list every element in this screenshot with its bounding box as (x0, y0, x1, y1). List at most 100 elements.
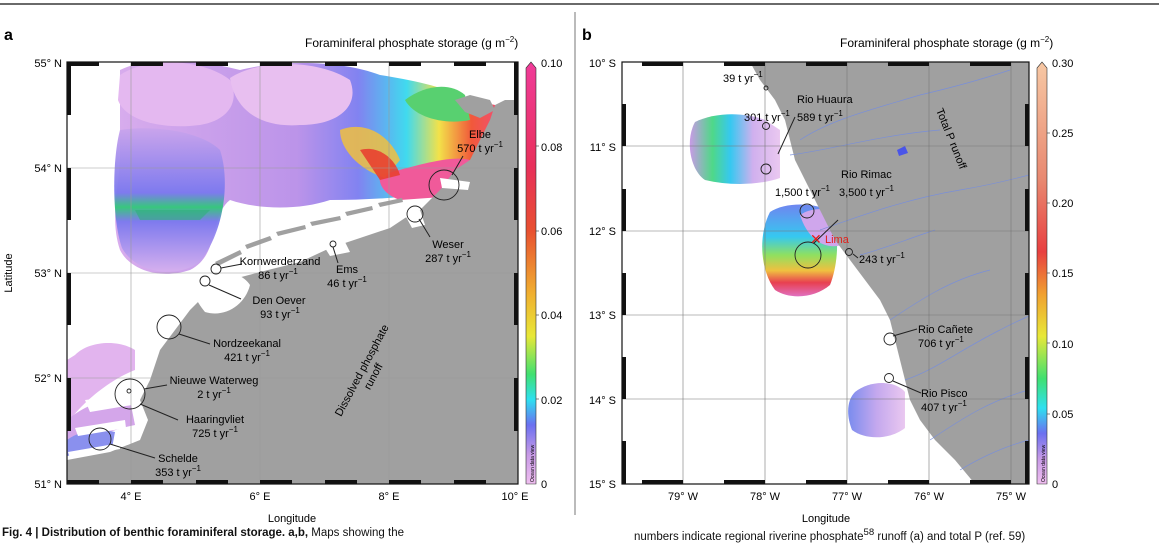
colorbar-tick: 0.04 (541, 310, 562, 322)
x-axis-label-a: Longitude (268, 513, 316, 525)
site-circle-weser (406, 205, 424, 223)
svg-text:Haaringvliet: Haaringvliet (186, 414, 244, 426)
site-labels-a: Elbe 570 t yr−1 Weser 287 t yr−1 Ems 46 … (155, 129, 503, 479)
y-tick: 10° S (589, 58, 616, 70)
watermark-a: Ocean data view (530, 444, 536, 482)
colorbar-b: 0.30 0.25 0.20 0.15 0.10 0.05 0 Ocean da… (1036, 58, 1073, 491)
svg-text:2 t yr−1: 2 t yr−1 (197, 386, 231, 401)
x-tick: 79° W (668, 491, 699, 503)
y-ticks-b: 10° S 11° S 12° S 13° S 14° S 15° S (589, 58, 616, 491)
graticule-b (622, 62, 1029, 484)
x-tick: 77° W (832, 491, 863, 503)
lima-label: Lima (825, 234, 850, 246)
leaders-a (109, 155, 464, 459)
graticule-a (67, 62, 518, 484)
svg-text:Nieuwe Waterweg: Nieuwe Waterweg (170, 375, 259, 387)
site-circle-rimac (794, 241, 822, 269)
x-tick: 4° E (121, 491, 142, 503)
site-circle-canete (883, 332, 897, 346)
y-tick: 12° S (589, 226, 616, 238)
site-circle-schelde (88, 427, 112, 451)
site-label-pisco-name: Rio Pisco (921, 388, 967, 400)
svg-text:Ems: Ems (336, 264, 359, 276)
site-label-243: 243 t yr−1 (859, 251, 905, 266)
colorbar-tick: 0.15 (1052, 268, 1073, 280)
site-label-canete-name: Rio Cañete (918, 324, 973, 336)
svg-text:Weser: Weser (432, 239, 464, 251)
site-label-canete-flux: 706 t yr−1 (918, 335, 964, 350)
colorbar-tick: 0 (541, 479, 547, 491)
x-tick: 10° E (501, 491, 528, 503)
svg-text:353 t yr−1: 353 t yr−1 (155, 464, 201, 479)
y-tick: 54° N (34, 163, 62, 175)
svg-text:Schelde: Schelde (158, 453, 198, 465)
map-b (622, 62, 1029, 484)
site-circle-kornwerderzand (210, 263, 222, 275)
site-circle-1500 (799, 203, 815, 219)
site-label-den-oever: Den Oever 93 t yr−1 (252, 295, 306, 321)
colorbar-tick: 0.20 (1052, 198, 1073, 210)
y-tick: 51° N (34, 479, 62, 491)
site-label-pisco-flux: 407 t yr−1 (921, 399, 967, 414)
x-tick: 75° W (996, 491, 1027, 503)
x-tick: 76° W (914, 491, 945, 503)
figure: a Foraminiferal phosphate storage (g m−2… (0, 3, 1159, 525)
site-circles-b (760, 85, 897, 383)
svg-text:Den Oever: Den Oever (252, 295, 306, 307)
x-tick: 78° W (750, 491, 781, 503)
svg-text:Nordzeekanal: Nordzeekanal (213, 338, 281, 350)
y-tick: 13° S (589, 310, 616, 322)
site-circle-haaringvliet (114, 378, 146, 410)
colorbar-title-b: Foraminiferal phosphate storage (g m−2) (840, 35, 1053, 50)
site-label-301: 301 t yr−1 (744, 109, 790, 124)
colorbar-tick: 0.25 (1052, 128, 1073, 140)
x-tick: 8° E (379, 491, 400, 503)
frame-checker-b (622, 62, 1029, 484)
site-circle-301 (762, 122, 770, 130)
svg-text:Elbe: Elbe (469, 129, 491, 141)
y-ticks-a: 55° N 54° N 53° N 52° N 51° N (34, 58, 62, 491)
y-tick: 52° N (34, 373, 62, 385)
lake (897, 146, 908, 156)
y-tick: 55° N (34, 58, 62, 70)
x-ticks-a: 4° E 6° E 8° E 10° E (121, 491, 529, 503)
svg-text:570 t yr−1: 570 t yr−1 (457, 140, 503, 155)
land-a (67, 100, 518, 484)
svg-text:46 t yr−1: 46 t yr−1 (327, 275, 367, 290)
site-label-nieuwe-waterweg: Nieuwe Waterweg 2 t yr−1 (170, 375, 259, 401)
svg-text:725 t yr−1: 725 t yr−1 (192, 425, 238, 440)
site-label-haaringvliet: Haaringvliet 725 t yr−1 (186, 414, 244, 440)
lima-marker: ✕ Lima (810, 231, 850, 247)
colorbar-tick: 0.30 (1052, 58, 1073, 70)
y-tick: 11° S (590, 142, 616, 154)
site-label-1500: 1,500 t yr−1 (775, 184, 831, 199)
watermark-b: Ocean data view (1041, 444, 1047, 482)
site-label-huaura-flux: 589 t yr−1 (797, 109, 843, 124)
caption-bold: Fig. 4 | Distribution of benthic foramin… (2, 527, 309, 539)
colorbar-tick: 0.02 (541, 395, 562, 407)
y-tick: 14° S (589, 395, 616, 407)
site-labels-b: 39 t yr−1 Rio Huaura 301 t yr−1 589 t yr… (723, 70, 973, 414)
svg-text:421 t yr−1: 421 t yr−1 (224, 349, 270, 364)
land-b (750, 62, 1029, 484)
site-circle-elbe (428, 169, 460, 201)
colorbar-tick: 0 (1052, 479, 1058, 491)
site-label-nordzeekanal: Nordzeekanal 421 t yr−1 (213, 338, 281, 364)
site-label-schelde: Schelde 353 t yr−1 (155, 453, 201, 479)
rivers-b (789, 69, 1029, 471)
site-circle-pisco (884, 373, 894, 383)
site-circle-huaura (760, 163, 772, 175)
panel-letter-b: b (582, 27, 592, 44)
site-label-kornwerderzand: Kornwerderzand 86 t yr−1 (240, 256, 321, 282)
site-label-ems: Ems 46 t yr−1 (327, 264, 367, 290)
caption-text: Maps showing the (308, 527, 404, 539)
panel-a: a Foraminiferal phosphate storage (g m−2… (3, 27, 562, 525)
svg-text:93 t yr−1: 93 t yr−1 (260, 306, 300, 321)
colorbar-tick: 0.05 (1052, 409, 1073, 421)
site-circles-a (88, 169, 460, 451)
colorbar-tick: 0.10 (541, 58, 562, 70)
site-circle-den-oever (199, 275, 211, 287)
y-tick: 53° N (34, 268, 62, 280)
colorbar-tick: 0.08 (541, 142, 562, 154)
site-circle-39 (763, 85, 769, 91)
